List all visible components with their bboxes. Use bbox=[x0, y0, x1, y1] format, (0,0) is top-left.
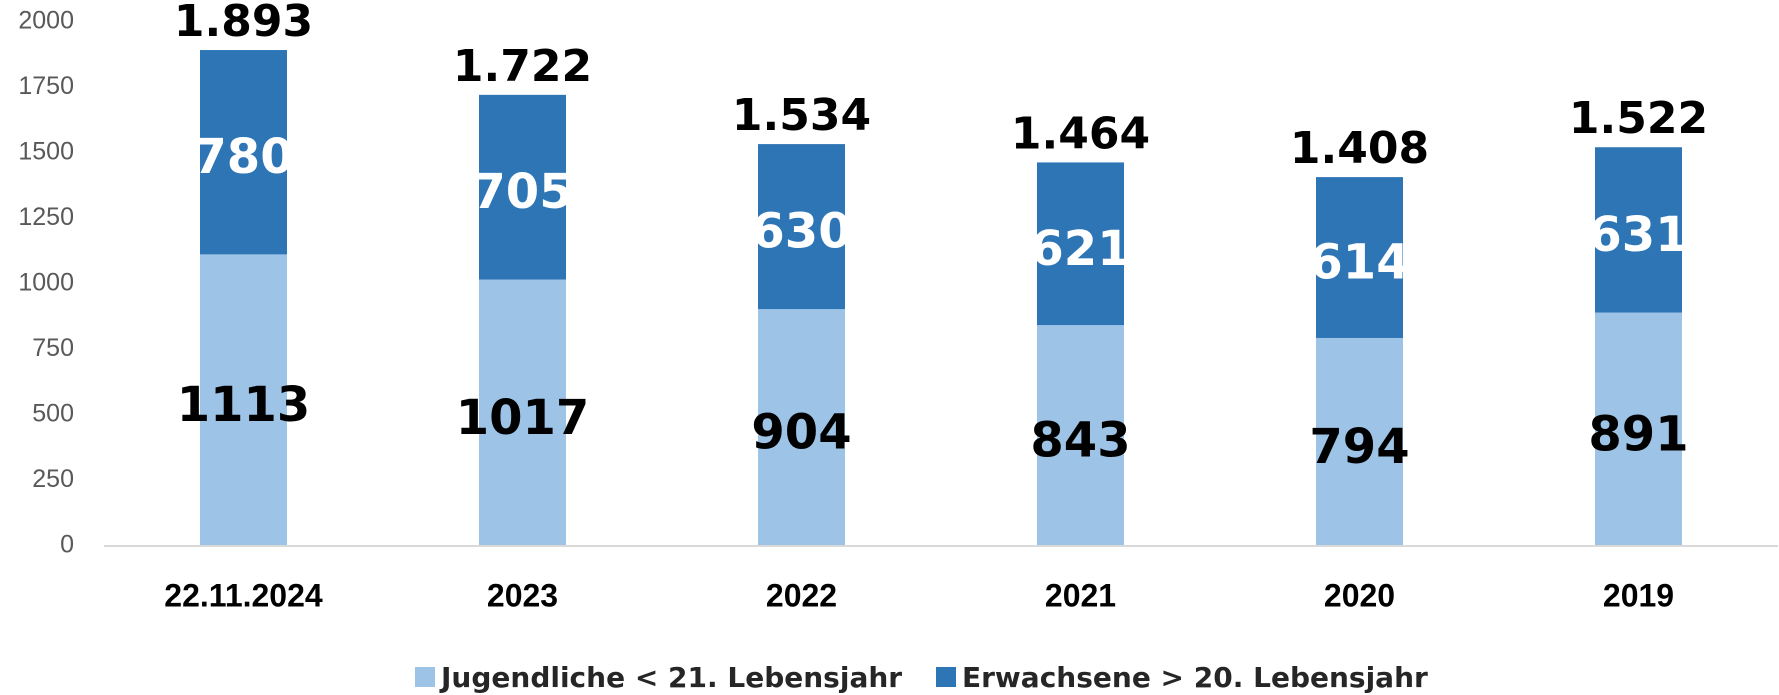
segment-label: 904 bbox=[751, 405, 851, 461]
bar-segment bbox=[1037, 162, 1124, 326]
bar-segment bbox=[1316, 337, 1403, 546]
bar-segment bbox=[758, 309, 845, 546]
y-tick-label: 250 bbox=[32, 465, 74, 493]
y-tick-label: 1000 bbox=[18, 269, 74, 297]
total-label: 1.534 bbox=[732, 90, 871, 141]
y-tick-label: 1250 bbox=[18, 203, 74, 231]
segment-label: 631 bbox=[1588, 207, 1688, 263]
bar-segment bbox=[479, 94, 566, 280]
y-tick-label: 500 bbox=[32, 400, 74, 428]
x-tick-label: 2019 bbox=[1603, 577, 1674, 613]
segment-label: 1017 bbox=[456, 390, 590, 446]
bar-segment bbox=[200, 50, 287, 255]
legend-label: Jugendliche < 21. Lebensjahr bbox=[439, 661, 902, 694]
y-tick-label: 750 bbox=[32, 334, 74, 362]
x-tick-label: 2022 bbox=[766, 577, 837, 613]
total-label: 1.408 bbox=[1290, 123, 1429, 174]
segment-label: 705 bbox=[472, 164, 572, 220]
y-tick-label: 1750 bbox=[18, 72, 74, 100]
bar-segment bbox=[1595, 147, 1682, 313]
bar-segment bbox=[1037, 325, 1124, 546]
segment-label: 621 bbox=[1030, 221, 1130, 277]
y-tick-label: 1500 bbox=[18, 138, 74, 166]
legend-swatch bbox=[936, 667, 956, 687]
bar-segment bbox=[758, 144, 845, 310]
bar-segment bbox=[200, 254, 287, 547]
x-tick-label: 2023 bbox=[487, 577, 558, 613]
segment-label: 630 bbox=[751, 204, 851, 260]
total-label: 1.522 bbox=[1569, 93, 1708, 144]
y-tick-label: 0 bbox=[60, 531, 74, 559]
y-tick-label: 2000 bbox=[18, 7, 74, 35]
x-tick-label: 2020 bbox=[1324, 577, 1395, 613]
legend-swatch bbox=[415, 667, 435, 687]
x-tick-label: 2021 bbox=[1045, 577, 1116, 613]
segment-label: 780 bbox=[193, 129, 293, 185]
bar-segment bbox=[1595, 312, 1682, 546]
segment-label: 843 bbox=[1030, 413, 1130, 469]
total-label: 1.722 bbox=[453, 41, 592, 92]
legend-label: Erwachsene > 20. Lebensjahr bbox=[962, 661, 1428, 694]
x-tick-label: 22.11.2024 bbox=[164, 577, 323, 613]
bar-segment bbox=[1316, 177, 1403, 338]
segment-label: 614 bbox=[1309, 235, 1409, 291]
segment-label: 794 bbox=[1309, 419, 1409, 475]
segment-label: 891 bbox=[1588, 406, 1688, 462]
total-label: 1.893 bbox=[174, 0, 313, 47]
segment-label: 1113 bbox=[177, 377, 311, 433]
total-label: 1.464 bbox=[1011, 108, 1150, 159]
bar-segment bbox=[479, 279, 566, 546]
